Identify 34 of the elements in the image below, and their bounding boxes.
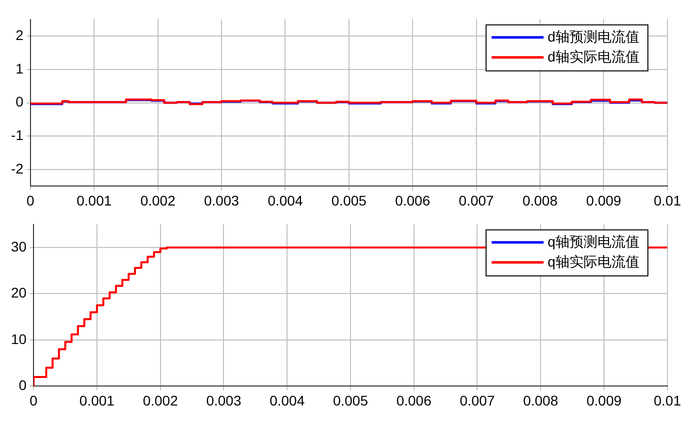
x-tick-label: 0.001 xyxy=(79,392,115,408)
y-tick-label: 0 xyxy=(18,377,27,394)
x-tick-label: 0.004 xyxy=(270,392,305,408)
x-tick-label: 0.006 xyxy=(395,192,430,208)
x-tick-label: 0.009 xyxy=(586,392,622,408)
x-tick-label: 0.002 xyxy=(140,192,176,208)
x-tick-label: 0.006 xyxy=(396,392,432,408)
legend-label: q轴预测电流值 xyxy=(548,233,640,250)
x-tick-label: 0.01 xyxy=(654,192,682,208)
x-tick-label: 0.001 xyxy=(76,192,112,208)
x-tick-label: 0.003 xyxy=(206,392,242,408)
x-tick-label: 0.007 xyxy=(460,392,495,408)
y-tick-label: 20 xyxy=(10,284,27,301)
y-tick-label: -2 xyxy=(10,160,24,176)
x-tick-label: 0.003 xyxy=(204,192,240,208)
legend-label: d轴实际电流值 xyxy=(548,48,640,64)
y-tick-label: 0 xyxy=(16,94,24,110)
legend-label: d轴预测电流值 xyxy=(548,28,640,44)
x-tick-label: 0.008 xyxy=(522,192,558,208)
y-tick-label: 1 xyxy=(16,60,24,76)
y-tick-label: 10 xyxy=(10,330,27,347)
x-tick-label: 0.002 xyxy=(142,392,178,408)
legend-label: q轴实际电流值 xyxy=(548,253,640,270)
y-tick-label: 30 xyxy=(10,238,27,254)
x-tick-label: 0.007 xyxy=(458,192,494,208)
y-tick-label: -1 xyxy=(10,127,24,144)
x-tick-label: 0.005 xyxy=(332,392,368,408)
x-tick-label: 0.008 xyxy=(523,392,558,408)
x-tick-label: 0.005 xyxy=(331,192,367,208)
y-tick-label: 2 xyxy=(16,26,24,43)
x-tick-label: 0.01 xyxy=(654,392,682,408)
x-tick-label: 0.009 xyxy=(586,192,622,208)
x-tick-label: 0.004 xyxy=(268,192,303,208)
x-tick-label: 0 xyxy=(30,392,38,408)
